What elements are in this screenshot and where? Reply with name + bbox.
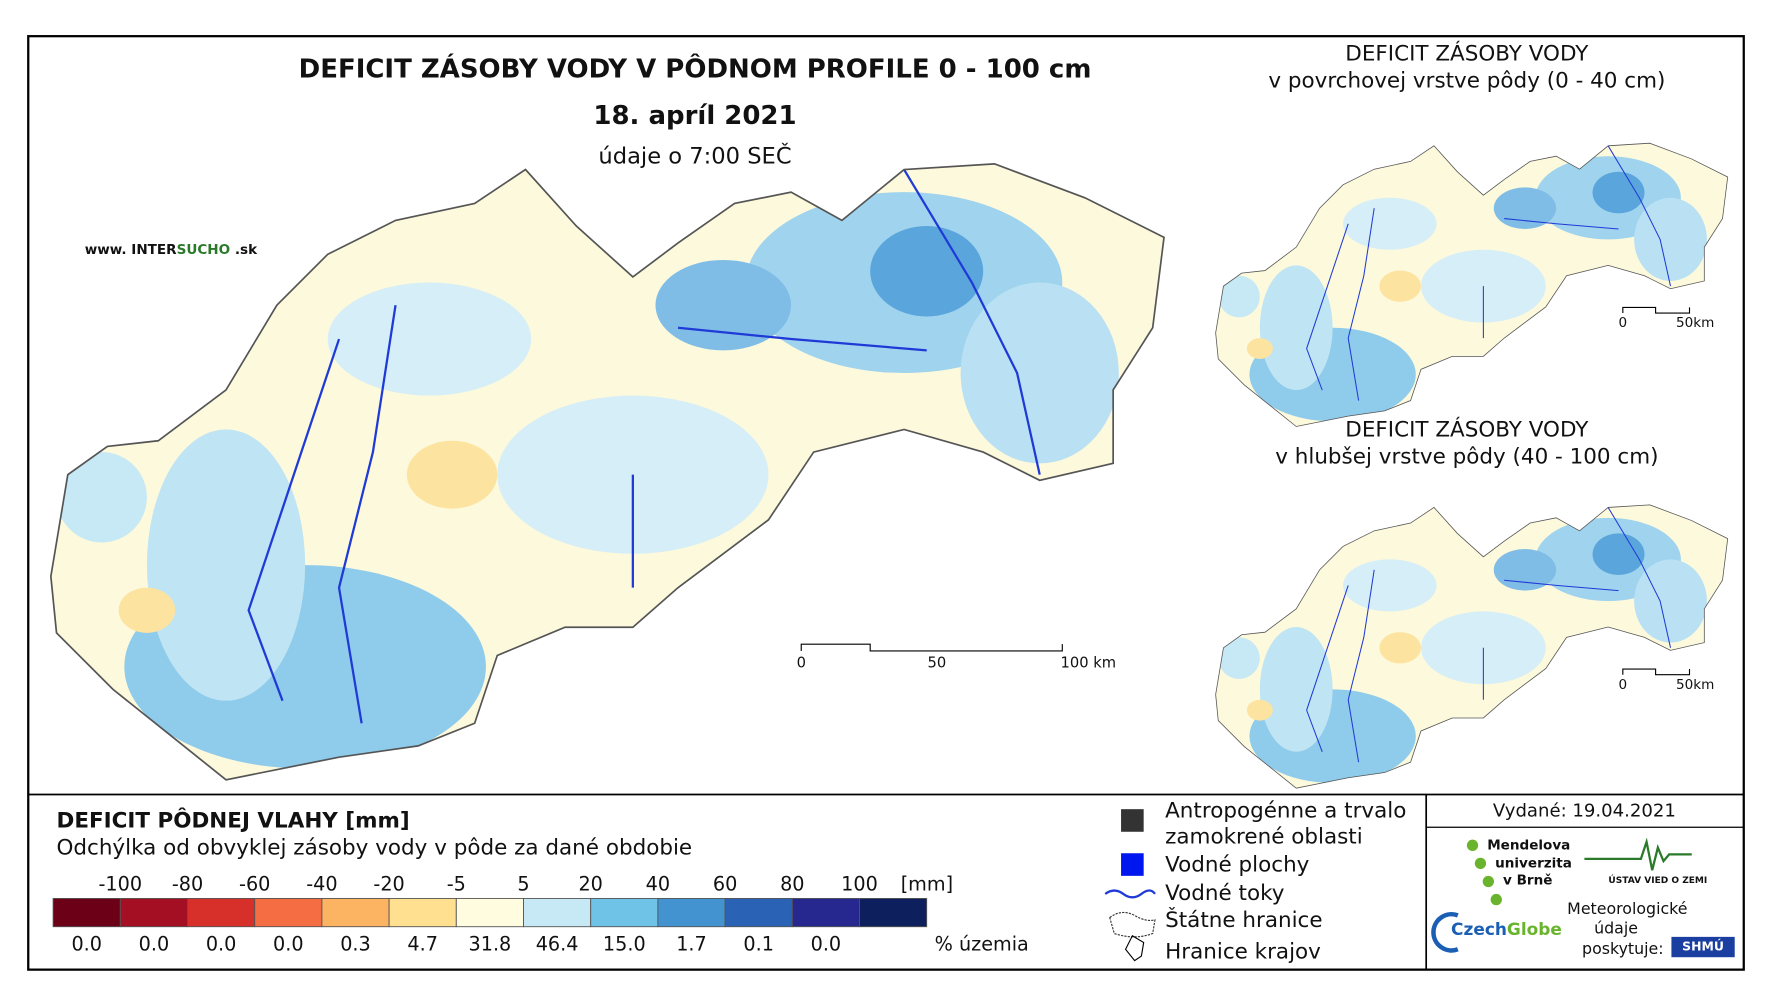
czechglobe: CzechGlobe xyxy=(1451,919,1562,939)
czechglobe-logo xyxy=(1431,912,1459,953)
legend-box xyxy=(859,897,928,928)
shmu: SHMÚ xyxy=(1682,939,1724,954)
legend-share: 0.0 xyxy=(811,932,842,955)
ustav: ÚSTAV VIED O ZEMI xyxy=(1608,874,1707,886)
legend-boundary: -80 xyxy=(172,872,203,895)
legend-share: 0.0 xyxy=(273,932,304,955)
legend-share: 0.1 xyxy=(743,932,774,955)
symbol-river xyxy=(1104,889,1156,899)
scale-label: 0 xyxy=(1619,315,1628,331)
ustav-logo xyxy=(1584,837,1692,871)
site: www. INTERSUCHO .sk xyxy=(85,242,258,258)
title: DEFICIT ZÁSOBY VODY V PÔDNOM PROFILE 0 -… xyxy=(299,53,1092,85)
mendel: Mendelova xyxy=(1487,837,1570,853)
legend-box xyxy=(523,897,592,928)
legend-share: 0.3 xyxy=(340,932,371,955)
symbol-label: zamokrené oblasti xyxy=(1165,824,1363,849)
legend-box xyxy=(455,897,524,928)
meteo: poskytuje: xyxy=(1582,939,1664,958)
legend-share: 31.8 xyxy=(469,932,512,955)
symbol-label: Vodné plochy xyxy=(1165,853,1310,878)
scale-label: 0 xyxy=(1619,677,1628,693)
legend-box xyxy=(388,897,457,928)
legend-boundary: 20 xyxy=(578,872,602,895)
legend-box xyxy=(791,897,860,928)
mendel: v Brně xyxy=(1503,872,1552,888)
date: 18. apríl 2021 xyxy=(593,101,796,131)
legend-boundary: -100 xyxy=(99,872,143,895)
legend-unit: [mm] xyxy=(901,872,953,895)
symbol-label: Štátne hranice xyxy=(1165,907,1322,933)
legend-subtitle: Odchýlka od obvyklej zásoby vody v pôde … xyxy=(57,836,693,861)
legend-boundary: 80 xyxy=(780,872,804,895)
symbol-label: Hranice krajov xyxy=(1165,940,1321,965)
scale-bar xyxy=(1622,668,1691,676)
legend-box xyxy=(187,897,256,928)
legend-share: 0.0 xyxy=(139,932,170,955)
legend-boundary: -5 xyxy=(447,872,466,895)
inset-subtitle: v povrchovej vrstve pôdy (0 - 40 cm) xyxy=(1268,68,1665,93)
inset-subtitle: v hlubšej vrstve pôdy (40 - 100 cm) xyxy=(1275,445,1658,470)
legend-boundary: -60 xyxy=(239,872,270,895)
mendel-logo xyxy=(1466,839,1502,906)
scale-label: 50km xyxy=(1676,315,1714,331)
legend-box xyxy=(52,897,121,928)
legend-share: 1.7 xyxy=(676,932,707,955)
symbol-region xyxy=(1124,934,1145,962)
scale-bar xyxy=(1622,306,1691,314)
scale-label: 50 xyxy=(928,654,947,671)
legend-boundary: 60 xyxy=(713,872,737,895)
legend-box xyxy=(657,897,726,928)
meteo: Meteorologické xyxy=(1567,899,1687,918)
inset-title: DEFICIT ZÁSOBY VODY xyxy=(1345,417,1589,443)
legend-boundary: 5 xyxy=(517,872,529,895)
time: údaje o 7:00 SEČ xyxy=(598,142,791,170)
shmu-logo xyxy=(1671,936,1735,958)
legend-box xyxy=(119,897,188,928)
scale-label: 50km xyxy=(1676,677,1714,693)
legend-shares-label: % územia xyxy=(935,932,1029,955)
colorbar: -100 -80 -60 -40 -20 -5 5 20 40 60 80 100 0.0 0.0 0.0 0… xyxy=(52,872,928,955)
scale-label: 0 xyxy=(797,654,806,671)
legend-share: 15.0 xyxy=(603,932,646,955)
legend-share: 4.7 xyxy=(407,932,438,955)
legend-boundary: -20 xyxy=(373,872,404,895)
legend-box xyxy=(254,897,323,928)
symbol-water-area xyxy=(1121,853,1144,876)
legend-title: DEFICIT PÔDNEJ VLAHY [mm] xyxy=(57,808,410,834)
symbol-label: Vodné toky xyxy=(1165,881,1285,906)
legend-box xyxy=(590,897,659,928)
symbol-label: Antropogénne a trvalo xyxy=(1165,798,1406,823)
scale-bar xyxy=(800,643,1063,652)
symbol-urban xyxy=(1121,809,1144,832)
legend-boundary: -40 xyxy=(306,872,337,895)
scale-label: 100 km xyxy=(1061,654,1117,671)
legend-boundary: 100 xyxy=(841,872,878,895)
meteo: údaje xyxy=(1594,918,1638,937)
legend-share: 46.4 xyxy=(536,932,579,955)
legend-box xyxy=(724,897,793,928)
inset-title: DEFICIT ZÁSOBY VODY xyxy=(1345,40,1589,66)
mendel: univerzita xyxy=(1495,855,1572,871)
symbol-border xyxy=(1109,911,1156,938)
legend-box xyxy=(321,897,390,928)
legend-share: 0.0 xyxy=(71,932,102,955)
issued: Vydané: 19.04.2021 xyxy=(1493,800,1676,821)
legend-boundary: 40 xyxy=(646,872,670,895)
legend-share: 0.0 xyxy=(206,932,237,955)
